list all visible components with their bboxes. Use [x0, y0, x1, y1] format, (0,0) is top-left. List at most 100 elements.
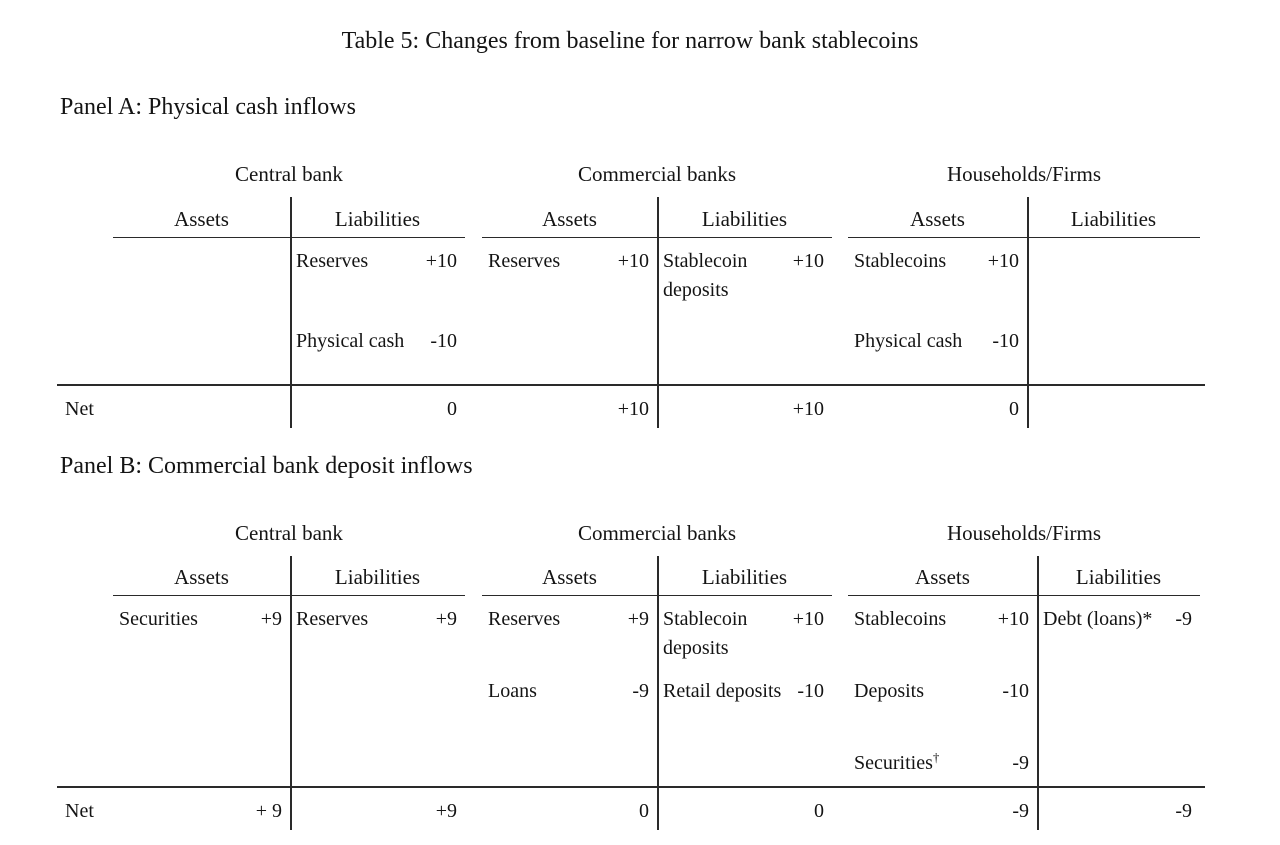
balance-entry: Stablecoins +10 — [848, 605, 1037, 677]
entry-label: Reserves — [488, 608, 561, 630]
table-title: Table 5: Changes from baseline for narro… — [341, 28, 919, 54]
entry-label: Stablecoins — [854, 608, 947, 630]
balance-entry: Securities† -9 — [848, 749, 1037, 821]
net-value-assets: 0 — [639, 800, 649, 822]
institution-name: Commercial banks — [577, 162, 737, 186]
assets-column: Reserves +9 Loans -9 — [482, 605, 657, 749]
panel-b-central-bank: Central bank Assets Liabilities Securiti… — [113, 519, 465, 830]
panel-a-table: Central bank Assets Liabilities Reserves… — [0, 160, 1280, 430]
balance-entry: Physical cash -10 — [290, 327, 465, 407]
entry-label: Loans — [488, 680, 537, 702]
net-row-label: Net — [65, 800, 94, 822]
entry-value: +9 — [627, 608, 649, 630]
net-value-liabilities: +9 — [435, 800, 457, 822]
balance-entry: Reserves +10 — [482, 247, 657, 327]
balance-entry: Securities +9 — [113, 605, 290, 677]
institution-name: Commercial banks — [577, 521, 737, 545]
panel-a-commercial-banks: Commercial banks Assets Liabilities Rese… — [482, 160, 832, 428]
entry-label-text: Securities — [854, 752, 933, 774]
entry-value: +10 — [617, 250, 649, 272]
entry-value: +10 — [792, 608, 824, 630]
column-header-liabilities: Liabilities — [1070, 207, 1157, 231]
balance-entry: Reserves +9 — [290, 605, 465, 677]
entry-value: +10 — [997, 608, 1029, 630]
entry-label: Retail deposits — [663, 680, 782, 702]
assets-liabilities-divider — [657, 556, 659, 830]
column-header-liabilities: Liabilities — [334, 565, 421, 589]
column-header-liabilities: Liabilities — [1075, 565, 1162, 589]
net-value-assets: 0 — [1009, 398, 1019, 420]
entry-label: Physical cash — [854, 330, 963, 352]
net-value-liabilities: +10 — [792, 398, 824, 420]
assets-liabilities-divider — [290, 556, 292, 830]
entry-label: Debt (loans)* — [1043, 608, 1153, 630]
assets-liabilities-divider — [290, 197, 292, 428]
assets-column: Stablecoins +10 Physical cash -10 — [848, 247, 1027, 407]
panel-a-label: Panel A: Physical cash inflows — [60, 94, 356, 120]
entry-label: Stablecoins — [854, 250, 947, 272]
panel-b-commercial-banks: Commercial banks Assets Liabilities Rese… — [482, 519, 832, 830]
institution-name: Central bank — [235, 162, 343, 186]
column-header-liabilities: Liabilities — [701, 565, 788, 589]
liabilities-column: Stablecoin deposits +10 — [657, 247, 832, 327]
net-row-rule — [57, 786, 1205, 788]
entry-label: Securities† — [854, 749, 939, 778]
balance-entry: Reserves +10 — [290, 247, 465, 327]
entry-label: Deposits — [854, 680, 924, 702]
column-header-liabilities: Liabilities — [334, 207, 421, 231]
assets-column: Reserves +10 — [482, 247, 657, 327]
entry-value: +9 — [435, 608, 457, 630]
panel-a-households-firms: Households/Firms Assets Liabilities Stab… — [848, 160, 1200, 428]
entry-label: Securities — [119, 608, 198, 630]
panel-a-central-bank: Central bank Assets Liabilities Reserves… — [113, 160, 465, 428]
assets-liabilities-divider — [1027, 197, 1029, 428]
entry-value: -10 — [797, 680, 824, 702]
entry-label: Stablecoin deposits — [663, 608, 748, 659]
entry-label: Reserves — [296, 250, 369, 272]
column-header-assets: Assets — [174, 565, 229, 589]
net-value-liabilities: 0 — [447, 398, 457, 420]
assets-column: Stablecoins +10 Deposits -10 Securities†… — [848, 605, 1037, 821]
net-row-rule — [57, 384, 1205, 386]
column-header-assets: Assets — [910, 207, 965, 231]
column-header-liabilities: Liabilities — [701, 207, 788, 231]
balance-entry: Reserves +9 — [482, 605, 657, 677]
balance-entry: Stablecoin deposits +10 — [657, 247, 832, 327]
net-value-assets: -9 — [1012, 800, 1029, 822]
column-header-assets: Assets — [542, 565, 597, 589]
institution-name: Households/Firms — [946, 162, 1101, 186]
balance-entry: Deposits -10 — [848, 677, 1037, 749]
entry-label: Physical cash — [296, 330, 405, 352]
net-value-assets: +10 — [617, 398, 649, 420]
dagger-footnote-marker: † — [932, 749, 940, 765]
entry-label: Reserves — [296, 608, 369, 630]
entry-value: -10 — [1002, 680, 1029, 702]
entry-value: +10 — [425, 250, 457, 272]
liabilities-column: Reserves +10 Physical cash -10 — [290, 247, 465, 407]
column-header-assets: Assets — [174, 207, 229, 231]
net-value-assets: + 9 — [255, 800, 282, 822]
entry-label: Reserves — [488, 250, 561, 272]
institution-name: Households/Firms — [946, 521, 1101, 545]
entry-value: -10 — [430, 330, 457, 352]
entry-value: +9 — [260, 608, 282, 630]
liabilities-column: Reserves +9 — [290, 605, 465, 677]
net-value-liabilities: -9 — [1175, 800, 1192, 822]
balance-entry: Stablecoin deposits +10 — [657, 605, 832, 677]
entry-value: -10 — [992, 330, 1019, 352]
column-header-assets: Assets — [542, 207, 597, 231]
column-header-assets: Assets — [915, 565, 970, 589]
panel-b-label: Panel B: Commercial bank deposit inflows — [60, 453, 473, 479]
balance-entry: Physical cash -10 — [848, 327, 1027, 407]
entry-value: -9 — [1175, 608, 1192, 630]
assets-column: Securities +9 — [113, 605, 290, 677]
liabilities-column: Stablecoin deposits +10 Retail deposits … — [657, 605, 832, 749]
balance-entry: Debt (loans)* -9 — [1037, 605, 1200, 677]
panel-b-table: Central bank Assets Liabilities Securiti… — [0, 519, 1280, 832]
panel-b-households-firms: Households/Firms Assets Liabilities Stab… — [848, 519, 1200, 830]
entry-label: Stablecoin deposits — [663, 250, 748, 301]
entry-value: +10 — [792, 250, 824, 272]
entry-value: -9 — [1012, 752, 1029, 774]
liabilities-column: Debt (loans)* -9 — [1037, 605, 1200, 677]
